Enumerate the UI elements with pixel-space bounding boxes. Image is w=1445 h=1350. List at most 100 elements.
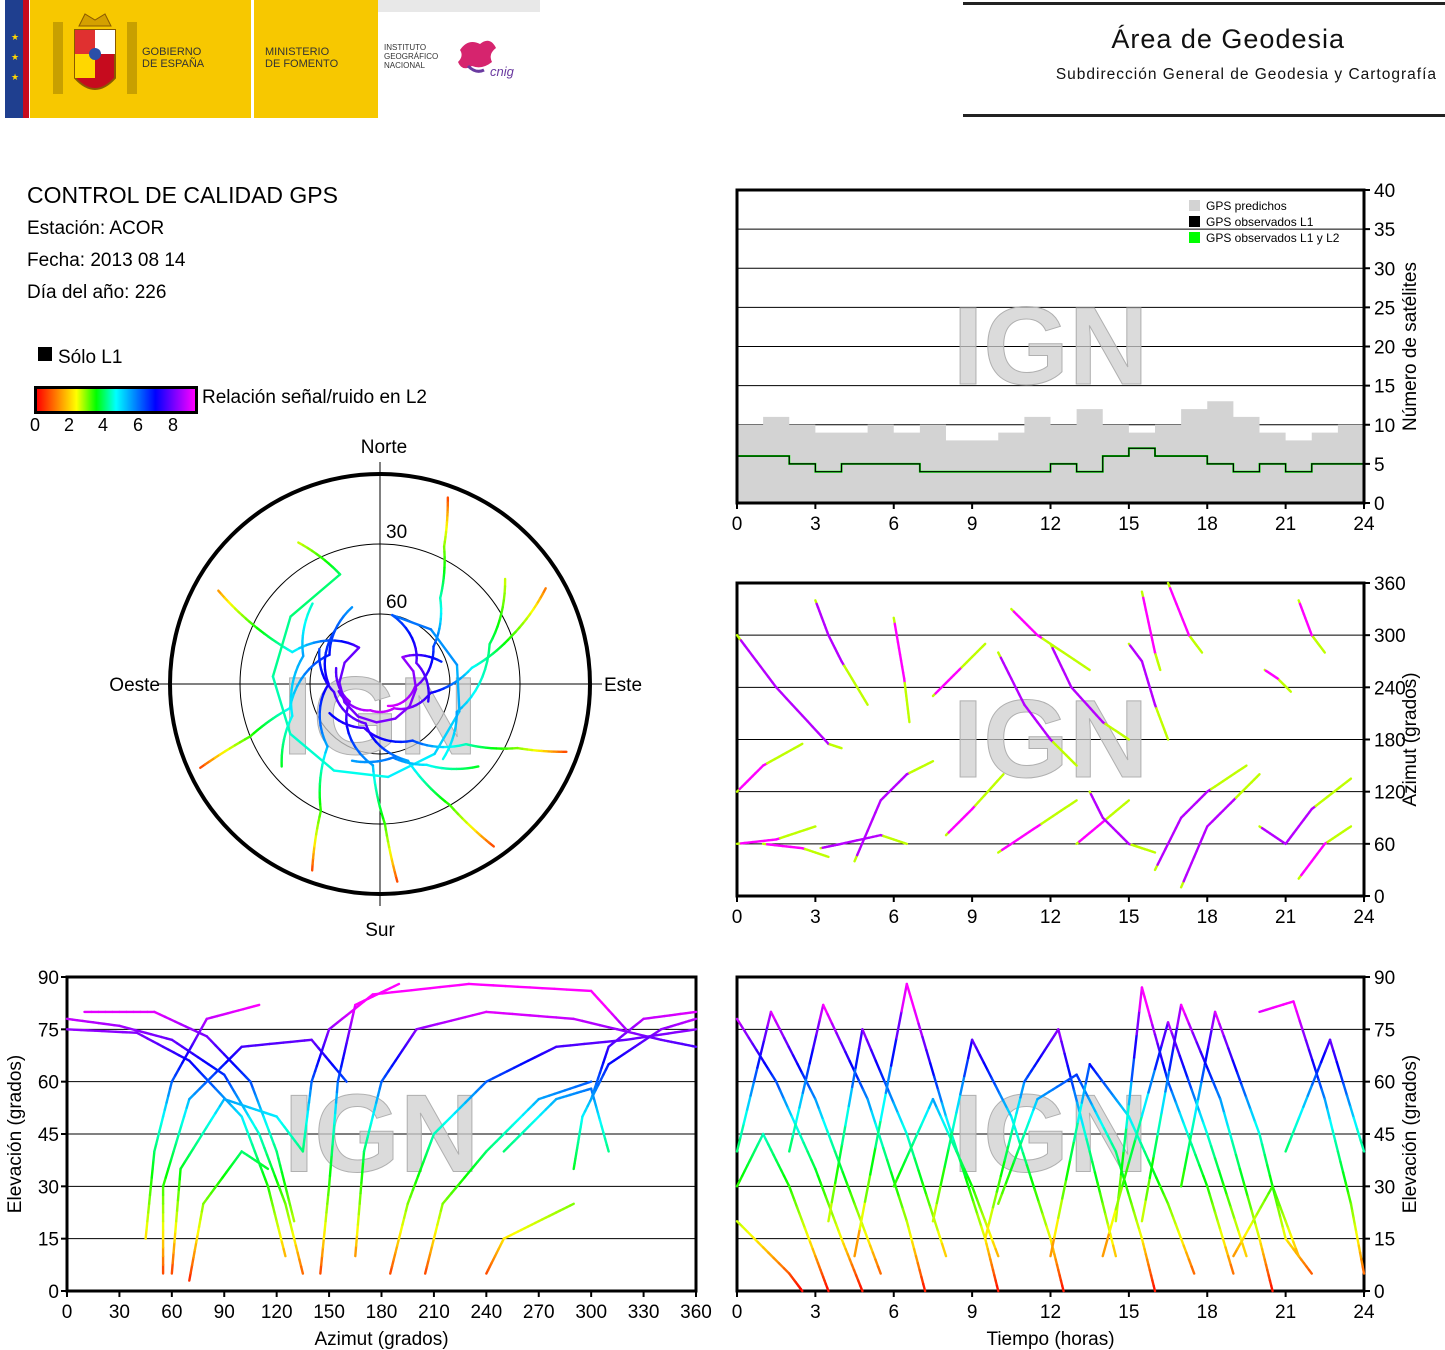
track-segment <box>794 1106 801 1124</box>
track-segment <box>565 988 581 992</box>
track-segment <box>430 1132 436 1143</box>
track-segment <box>1125 1185 1131 1197</box>
track-segment <box>818 1003 825 1021</box>
ministerio-label: MINISTERIO DE FOMENTO <box>265 46 339 70</box>
track-segment <box>178 1167 182 1181</box>
track-segment <box>149 1176 153 1188</box>
track-segment <box>354 745 362 755</box>
track-segment <box>1183 1150 1190 1171</box>
elev-time-ytick-label: 45 <box>1374 1125 1395 1146</box>
track-segment <box>147 1193 152 1205</box>
track-segment <box>806 1150 813 1162</box>
track-segment <box>805 1080 813 1092</box>
track-segment <box>319 1263 323 1275</box>
track-segment <box>173 1230 177 1244</box>
track-segment <box>338 661 346 684</box>
azimut-time-track <box>1166 581 1204 654</box>
track-segment <box>1199 1050 1206 1063</box>
azimut-time-ytick-label: 240 <box>1374 678 1406 699</box>
track-segment <box>240 1115 246 1125</box>
ign-watermark: IGN <box>284 1073 480 1196</box>
track-segment <box>763 1061 770 1071</box>
track-segment <box>999 773 1005 779</box>
track-segment <box>1060 1040 1066 1055</box>
track-segment <box>780 691 788 700</box>
track-segment <box>487 642 491 655</box>
track-segment <box>1207 1069 1214 1082</box>
track-segment <box>1101 1231 1111 1258</box>
elev-time-track <box>1258 1000 1366 1275</box>
track-segment <box>767 1251 775 1260</box>
track-segment <box>253 1150 259 1160</box>
track-segment <box>851 1066 857 1089</box>
track-segment <box>321 1237 326 1249</box>
track-segment <box>506 1066 516 1073</box>
track-segment <box>1082 1125 1088 1141</box>
track-segment <box>443 1019 453 1024</box>
track-segment <box>500 1129 509 1137</box>
track-segment <box>188 1146 195 1157</box>
track-segment <box>859 1284 864 1293</box>
track-segment <box>1243 1226 1251 1237</box>
track-segment <box>839 1041 847 1054</box>
track-segment <box>832 1216 838 1226</box>
track-segment <box>276 1181 282 1192</box>
track-segment <box>908 1141 915 1153</box>
legend-swatch <box>1189 232 1200 243</box>
track-segment <box>1229 1206 1236 1221</box>
track-segment <box>907 716 911 724</box>
track-segment <box>798 1091 805 1109</box>
elev-time-track <box>788 1003 927 1293</box>
track-segment <box>1160 1021 1170 1047</box>
azimut-time-track <box>944 773 1005 837</box>
azimut-time-track <box>892 616 911 724</box>
cnig-logo-icon: cnig <box>458 40 515 79</box>
track-segment <box>381 991 394 995</box>
track-segment <box>1320 1088 1327 1101</box>
track-segment <box>406 1195 412 1205</box>
track-segment <box>1241 1242 1248 1258</box>
track-segment <box>810 1158 817 1171</box>
azimut-time-track <box>735 742 804 793</box>
track-segment <box>752 1066 759 1083</box>
track-segment <box>1297 1105 1305 1120</box>
track-segment <box>511 1118 519 1127</box>
legend-swatch <box>1189 216 1200 227</box>
track-segment <box>1223 1111 1230 1129</box>
track-segment <box>816 1174 822 1185</box>
track-segment <box>478 1010 488 1015</box>
track-segment <box>190 1256 195 1267</box>
track-segment <box>933 1075 940 1092</box>
track-segment <box>913 1009 920 1025</box>
track-segment <box>1347 825 1353 830</box>
track-segment <box>886 1158 893 1174</box>
track-segment <box>1234 1153 1242 1171</box>
track-segment <box>326 1193 330 1205</box>
track-segment <box>882 1146 889 1162</box>
track-segment <box>192 1248 197 1259</box>
track-segment <box>1284 1220 1290 1230</box>
azimut-time-track <box>1153 764 1248 872</box>
elev-azimut-track <box>170 1097 305 1275</box>
track-segment <box>347 731 353 742</box>
skyplot-west-label: Oeste <box>109 675 160 696</box>
elev-azimut-ytick-label: 0 <box>48 1282 59 1303</box>
elev-azimut-ylabel: Elevación (grados) <box>5 1055 26 1213</box>
elev-azimut-xtick-label: 210 <box>418 1302 450 1323</box>
track-segment <box>477 675 484 686</box>
azimut-time-track <box>735 633 843 750</box>
track-segment <box>955 1093 962 1114</box>
track-segment <box>209 1111 217 1122</box>
track-segment <box>1323 1097 1329 1111</box>
track-segment <box>1174 1101 1182 1115</box>
azimut-time-xtick-label: 24 <box>1353 907 1375 928</box>
track-segment <box>563 1016 575 1021</box>
track-segment <box>1091 1104 1098 1115</box>
track-segment <box>735 1136 742 1153</box>
track-segment <box>1334 1139 1340 1153</box>
ign-watermark: IGN <box>953 1073 1149 1196</box>
track-segment <box>931 1201 939 1223</box>
track-segment <box>441 753 447 761</box>
track-segment <box>1273 1192 1279 1202</box>
track-segment <box>1332 1049 1339 1064</box>
